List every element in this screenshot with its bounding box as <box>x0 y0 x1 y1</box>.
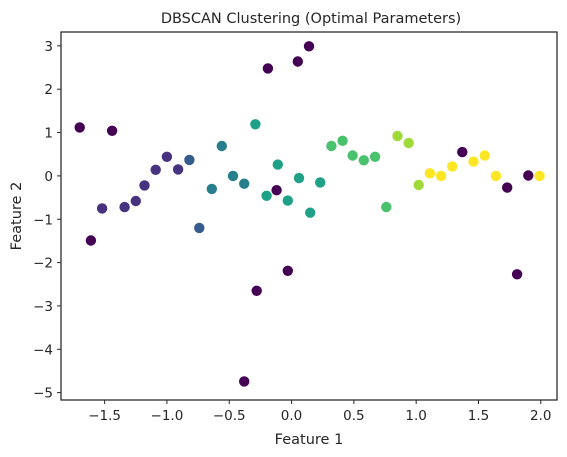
data-point-c6 <box>468 156 479 167</box>
data-point-c4 <box>358 155 369 166</box>
x-tick-label: 1.5 <box>468 408 489 424</box>
x-tick-label: 0.5 <box>343 408 364 424</box>
data-point-noise <box>106 125 118 136</box>
data-point-c0 <box>172 164 184 175</box>
y-tick-label: −1 <box>33 212 53 228</box>
x-tick-label: −0.5 <box>213 408 246 424</box>
data-point-c6 <box>435 170 447 182</box>
data-point-noise <box>502 182 513 193</box>
data-point-c5 <box>413 179 424 191</box>
y-tick-label: −3 <box>33 299 53 315</box>
data-point-c3 <box>315 177 326 188</box>
data-point-noise <box>271 185 282 196</box>
data-point-c5 <box>403 137 414 149</box>
data-point-c6 <box>424 168 436 179</box>
data-point-noise <box>457 146 468 158</box>
data-point-noise <box>523 170 534 181</box>
data-point-noise <box>282 265 293 276</box>
data-point-c0 <box>96 203 108 214</box>
data-point-c2 <box>206 183 217 195</box>
plot-area-frame <box>60 31 558 401</box>
y-tick-label: −5 <box>33 386 53 402</box>
data-point-c4 <box>337 135 348 146</box>
data-point-c0 <box>130 195 141 207</box>
data-point-c4 <box>347 150 358 161</box>
data-point-c4 <box>326 140 337 152</box>
x-axis-ticks: −1.5 −1.0 −0.5 0.0 0.5 1.0 1.5 2.0 <box>88 400 552 424</box>
data-point-c4 <box>369 151 381 162</box>
data-point-c3 <box>272 159 283 170</box>
data-point-c6 <box>490 170 502 182</box>
x-tick-label: 2.0 <box>530 408 551 424</box>
y-tick-label: 2 <box>44 82 53 98</box>
data-point-c2 <box>216 140 227 152</box>
data-point-c1 <box>194 222 205 234</box>
data-point-noise <box>292 56 303 67</box>
data-point-noise <box>303 41 315 52</box>
y-tick-label: −2 <box>33 256 53 272</box>
y-tick-label: 1 <box>44 126 53 142</box>
x-tick-label: −1.5 <box>88 408 121 424</box>
data-point-c6 <box>534 170 545 182</box>
data-point-c3 <box>305 207 316 218</box>
x-tick-label: 1.0 <box>405 408 426 424</box>
x-tick-label: 0.0 <box>281 408 302 424</box>
data-point-noise <box>85 235 97 246</box>
data-point-c3 <box>250 119 261 130</box>
data-point-noise <box>251 285 262 296</box>
data-point-c2 <box>239 178 250 189</box>
data-point-c4 <box>381 201 392 213</box>
data-point-c6 <box>447 161 458 172</box>
data-point-c0 <box>161 151 173 162</box>
data-point-noise <box>74 122 85 133</box>
data-point-c1 <box>184 154 195 166</box>
data-point-noise <box>511 269 523 280</box>
data-point-c2 <box>227 170 239 182</box>
data-points <box>74 41 545 387</box>
data-point-c6 <box>479 150 490 161</box>
y-axis-ticks: 3 2 1 0 −1 −2 −3 −4 −5 <box>33 39 61 402</box>
data-point-noise <box>262 63 274 74</box>
y-tick-label: 3 <box>44 39 53 55</box>
data-point-c5 <box>392 130 403 142</box>
y-tick-label: 0 <box>44 169 53 185</box>
y-tick-label: −4 <box>33 342 53 358</box>
data-point-noise <box>239 376 250 387</box>
data-point-c0 <box>119 201 130 213</box>
data-point-c3 <box>293 172 305 184</box>
x-tick-label: −1.0 <box>151 408 184 424</box>
data-point-c0 <box>139 180 150 191</box>
x-axis-label: Feature 1 <box>275 432 344 448</box>
data-point-c3 <box>261 190 272 201</box>
data-point-c0 <box>150 164 161 175</box>
data-point-c3 <box>282 195 293 206</box>
y-axis-label: Feature 2 <box>9 182 25 251</box>
chart-title: DBSCAN Clustering (Optimal Parameters) <box>161 11 461 27</box>
